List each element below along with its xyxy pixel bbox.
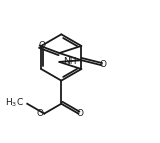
Text: O: O (100, 60, 107, 69)
Text: O: O (38, 40, 45, 49)
Text: O: O (76, 109, 84, 118)
Text: H$_3$C: H$_3$C (5, 96, 24, 109)
Text: NH: NH (64, 57, 77, 66)
Text: O: O (36, 109, 43, 118)
